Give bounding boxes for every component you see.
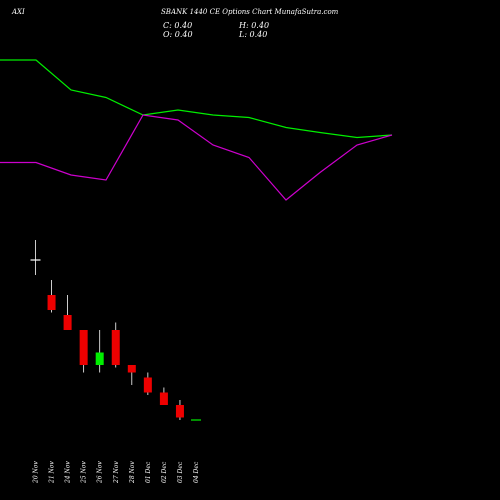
x-tick-label: 27 Nov — [113, 461, 120, 484]
candle-body — [159, 392, 168, 405]
x-tick-label: 02 Dec — [161, 461, 168, 483]
candle — [30, 240, 41, 275]
low-value: L: 0.40 — [239, 30, 268, 39]
candle-body — [63, 315, 72, 330]
chart-symbol: AXI — [12, 8, 25, 16]
x-tick-label: 26 Nov — [97, 461, 104, 484]
x-tick-label: 24 Nov — [65, 461, 72, 484]
ma-line-purple — [0, 114, 393, 201]
candle-body — [47, 295, 56, 310]
x-axis-labels: 20 Nov 21 Nov 24 Nov 25 Nov 26 Nov 27 Nov 28 N… — [33, 461, 201, 484]
candle — [79, 330, 88, 373]
x-tick-label: 20 Nov — [33, 461, 40, 484]
candle-body — [175, 405, 184, 418]
moving-averages — [0, 59, 393, 201]
candle-body — [95, 352, 104, 365]
chart-title: SBANK 1440 CE Options Chart MunafaSutra.… — [161, 8, 339, 16]
candles — [30, 240, 201, 421]
candle — [159, 387, 168, 405]
candle-body — [111, 330, 120, 365]
x-tick-label: 25 Nov — [81, 461, 88, 484]
x-tick-label: 01 Dec — [145, 461, 152, 483]
ma-line-green — [0, 59, 393, 139]
x-tick-label: 28 Nov — [129, 461, 136, 484]
candle-body — [127, 365, 136, 373]
candle — [127, 365, 136, 385]
x-tick-label: 04 Dec — [193, 461, 200, 483]
candle — [111, 322, 120, 368]
close-value: C: 0.40 — [163, 21, 193, 30]
x-tick-label: 21 Nov — [49, 461, 56, 484]
candle-body — [143, 377, 152, 393]
candle — [95, 330, 104, 373]
high-value: H: 0.40 — [239, 21, 270, 30]
candle-body — [79, 330, 88, 365]
x-tick-label: 03 Dec — [177, 461, 184, 483]
open-value: O: 0.40 — [163, 30, 193, 39]
candle — [143, 372, 152, 395]
candle — [175, 400, 184, 420]
candle — [47, 280, 56, 313]
candle — [63, 295, 72, 330]
